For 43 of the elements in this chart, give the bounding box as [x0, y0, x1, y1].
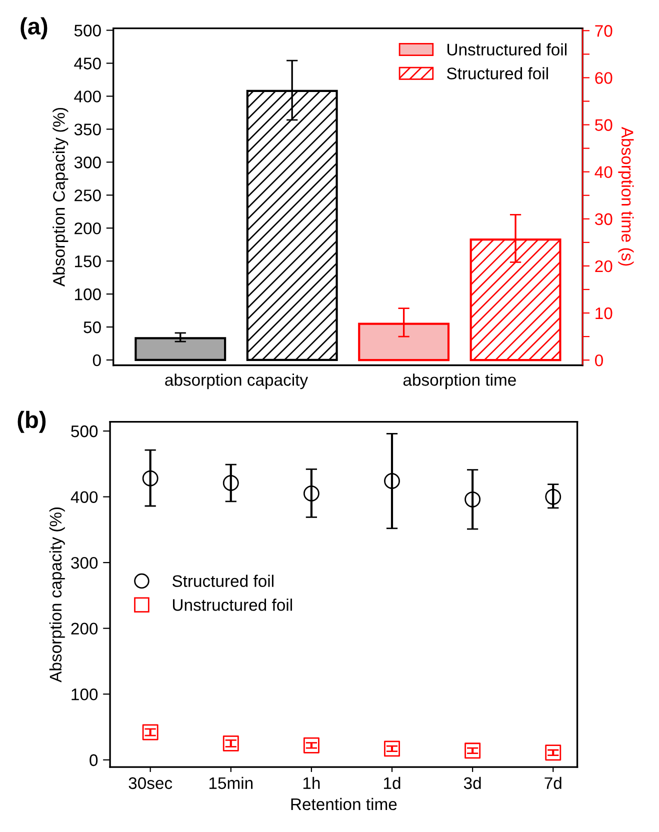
x-tick-label: 1h — [303, 776, 320, 789]
y-tick-label: 100 — [72, 688, 98, 700]
y-tick-label: 250 — [74, 190, 101, 202]
legend-label: Unstructured foil — [448, 43, 566, 56]
legend-label: Unstructured foil — [173, 598, 292, 611]
y2-tick-label: 30 — [594, 213, 612, 226]
y-tick-label: 450 — [74, 58, 101, 70]
y-tick-label: 400 — [70, 491, 98, 503]
y2-tick-label: 50 — [595, 119, 612, 131]
x-tick-label: 3d — [464, 776, 481, 790]
y-axis-title: Absorption capacity (%) — [49, 507, 65, 682]
y-tick-label: 400 — [74, 90, 101, 102]
y-axis-title: Absorption Capacity (%) — [52, 108, 68, 287]
y2-tick-label: 70 — [595, 25, 612, 37]
x-tick-label: absorption capacity — [165, 374, 308, 390]
y-tick-label: 350 — [74, 124, 101, 136]
y-tick-label: 500 — [74, 24, 101, 36]
y-tick-label: 50 — [84, 321, 101, 334]
x-tick-label: 7d — [544, 776, 562, 790]
x-axis-title: Retention time — [291, 798, 397, 810]
y-tick-label: 150 — [75, 255, 101, 268]
y-tick-label: 100 — [75, 288, 101, 300]
x-tick-label: absorption time — [403, 374, 516, 390]
legend-label: Structured foil — [446, 67, 548, 80]
y-tick-label: 200 — [71, 622, 98, 635]
chart-title: (a) — [20, 17, 48, 40]
y2-tick-label: 20 — [595, 260, 612, 272]
legend-label: Structured foil — [172, 574, 274, 588]
y-tick-label: 0 — [92, 354, 101, 366]
y-tick-label: 300 — [74, 156, 101, 168]
y2-tick-label: 10 — [596, 307, 612, 320]
x-tick-label: 30sec — [128, 777, 172, 790]
x-tick-label: 1d — [384, 776, 400, 790]
y-tick-label: 0 — [90, 754, 98, 766]
y-tick-label: 500 — [71, 425, 98, 438]
chart-title: (b) — [18, 410, 46, 433]
y-tick-label: 200 — [74, 222, 101, 234]
y2-tick-label: 60 — [595, 72, 612, 84]
y2-axis-title: Absorption time (s) — [618, 126, 634, 266]
x-tick-label: 15min — [209, 776, 253, 790]
y2-tick-label: 0 — [595, 354, 603, 366]
y2-tick-label: 40 — [594, 166, 612, 178]
y-tick-label: 300 — [71, 556, 98, 569]
